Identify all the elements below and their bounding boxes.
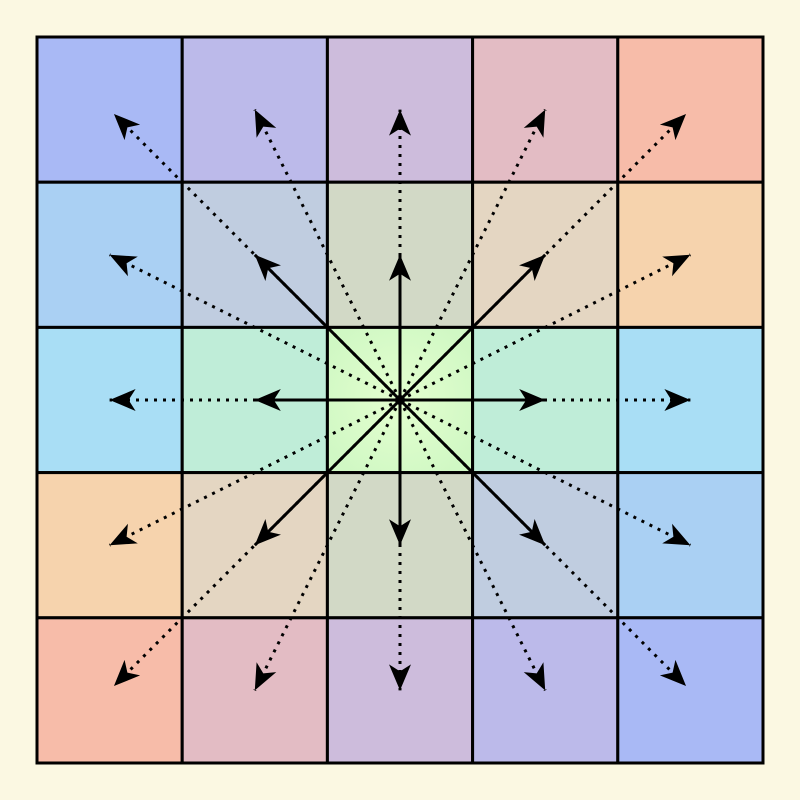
solid-arrow: [253, 253, 402, 402]
cell: [180, 35, 329, 184]
center-dot: [395, 395, 405, 405]
cell: [35, 35, 184, 184]
dotted-arrow: [399, 398, 692, 547]
cell: [616, 35, 765, 184]
cell: [616, 180, 765, 329]
cell: [35, 180, 184, 329]
cell: [616, 616, 765, 765]
dotted-arrow: [398, 399, 547, 692]
dotted-arrow: [108, 398, 401, 547]
cell: [35, 616, 184, 765]
dotted-arrow: [253, 399, 402, 692]
dotted-arrow: [108, 253, 401, 402]
dotted-arrow: [399, 253, 692, 402]
dotted-arrow: [253, 108, 402, 401]
solid-arrow: [253, 398, 402, 547]
solid-arrows: [253, 253, 547, 547]
solid-arrow: [398, 398, 547, 547]
solid-arrow: [398, 253, 547, 402]
cell: [180, 616, 329, 765]
dotted-arrow: [398, 108, 547, 401]
